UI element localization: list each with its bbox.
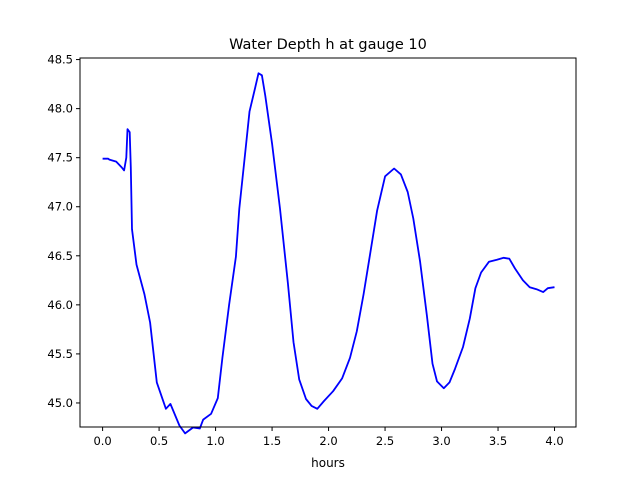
x-tick-label: 1.5 [263, 434, 281, 448]
y-tick-label: 46.5 [47, 249, 73, 263]
x-tick-label: 0.5 [150, 434, 168, 448]
x-tick-label: 3.0 [432, 434, 450, 448]
plot-frame [79, 57, 577, 428]
x-tick-label: 3.5 [489, 434, 507, 448]
x-tick-label: 1.0 [206, 434, 224, 448]
x-tick-label: 2.5 [376, 434, 394, 448]
x-axis-label: hours [311, 456, 345, 470]
x-tick-label: 4.0 [545, 434, 563, 448]
y-tick-label: 48.0 [47, 102, 73, 116]
y-axis: 45.0 45.5 46.0 46.5 47.0 47.5 48.0 48.5 [47, 53, 80, 410]
y-tick-label: 46.0 [47, 298, 73, 312]
y-tick-label: 48.5 [47, 53, 73, 67]
y-tick-label: 47.0 [47, 200, 73, 214]
y-tick-label: 45.0 [47, 396, 73, 410]
series-line-h [102, 72, 555, 435]
y-tick-label: 47.5 [47, 151, 73, 165]
x-axis: 0.0 0.5 1.0 1.5 2.0 2.5 3.0 3.5 4.0 [93, 427, 564, 448]
chart-title: Water Depth h at gauge 10 [229, 37, 427, 53]
x-tick-label: 2.0 [319, 434, 337, 448]
y-tick-label: 45.5 [47, 347, 73, 361]
x-tick-label: 0.0 [93, 434, 111, 448]
